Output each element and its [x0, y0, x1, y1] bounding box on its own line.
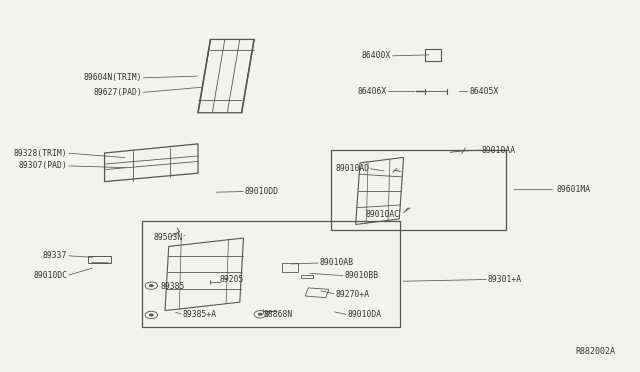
Text: 89301+A: 89301+A	[488, 275, 522, 284]
Text: 86405X: 86405X	[469, 87, 499, 96]
Text: 89010BB: 89010BB	[344, 271, 378, 280]
Text: R882002A: R882002A	[575, 347, 616, 356]
Text: 89503N: 89503N	[153, 233, 182, 242]
Text: 89010DA: 89010DA	[348, 311, 381, 320]
Text: 89307(PAD): 89307(PAD)	[19, 161, 67, 170]
Text: 89385+A: 89385+A	[182, 311, 216, 320]
Text: 89010DC: 89010DC	[33, 271, 67, 280]
Text: 89010AB: 89010AB	[319, 259, 354, 267]
Text: 89205: 89205	[220, 275, 244, 284]
Text: 89010AD: 89010AD	[335, 164, 369, 173]
Text: 89270+A: 89270+A	[335, 289, 369, 299]
Text: 89010AA: 89010AA	[481, 145, 516, 155]
Text: 89627(PAD): 89627(PAD)	[93, 88, 142, 97]
Circle shape	[149, 314, 154, 317]
Text: 89385: 89385	[161, 282, 185, 291]
Text: 89604N(TRIM): 89604N(TRIM)	[83, 73, 142, 83]
Circle shape	[258, 313, 263, 316]
Text: 86400X: 86400X	[362, 51, 391, 60]
Text: 89010AC: 89010AC	[365, 210, 399, 219]
Text: 86406X: 86406X	[358, 87, 387, 96]
Text: 89601MA: 89601MA	[556, 185, 590, 194]
Text: 89010DD: 89010DD	[244, 187, 279, 196]
Text: 89337: 89337	[43, 251, 67, 260]
Text: 88868N: 88868N	[264, 311, 292, 320]
Circle shape	[149, 284, 154, 287]
Text: 89328(TRIM): 89328(TRIM)	[13, 148, 67, 157]
